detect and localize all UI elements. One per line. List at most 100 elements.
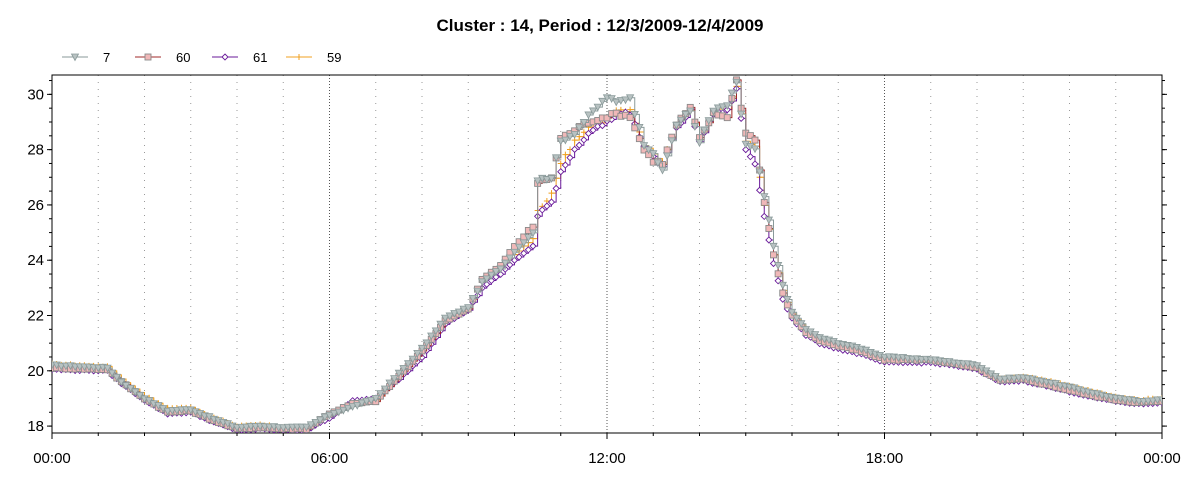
series-point-7 — [556, 137, 565, 146]
series-point-7 — [505, 254, 515, 263]
series-point-7 — [329, 410, 339, 418]
series-point-7 — [750, 145, 760, 154]
series-point-7 — [348, 403, 357, 411]
series-point-61 — [561, 161, 570, 169]
series-point-7 — [316, 416, 325, 425]
series-point-7 — [362, 397, 371, 406]
series-point-61 — [552, 184, 560, 193]
series-point-59 — [548, 190, 555, 197]
legend-marker — [296, 54, 302, 60]
series-point-7 — [598, 97, 607, 106]
series-point-7 — [635, 123, 644, 132]
series-point-7 — [385, 379, 394, 388]
series-point-7 — [440, 314, 450, 323]
series-point-7 — [769, 242, 778, 251]
legend-item-61: 61 — [212, 50, 267, 65]
series-point-7 — [339, 406, 348, 415]
series-point-7 — [797, 320, 806, 329]
series-point-7 — [547, 175, 556, 183]
series-point-7 — [172, 407, 182, 415]
series-point-7 — [468, 294, 478, 303]
series-point-7 — [325, 411, 334, 420]
series-point-7 — [551, 154, 561, 163]
series-7 — [52, 78, 1162, 433]
series-point-7 — [783, 296, 792, 304]
series-layer — [52, 76, 1162, 433]
series-point-7 — [649, 150, 658, 158]
series-point-7 — [343, 404, 353, 413]
series-point-7 — [723, 102, 732, 111]
x-tick-label: 00:00 — [1143, 450, 1181, 467]
series-point-61 — [589, 126, 597, 134]
series-point-7 — [528, 229, 538, 238]
series-point-7 — [366, 396, 376, 405]
legend-item-60: 60 — [135, 50, 190, 65]
series-point-7 — [570, 131, 579, 139]
series-point-7 — [1148, 397, 1157, 406]
series-point-7 — [760, 193, 769, 201]
series-point-7 — [672, 121, 681, 130]
series-point-7 — [496, 265, 505, 274]
series-point-7 — [380, 385, 390, 394]
series-point-7 — [103, 364, 112, 373]
series-point-7 — [306, 421, 316, 430]
series-point-7 — [334, 408, 343, 417]
series-point-7 — [376, 390, 385, 398]
series-point-60 — [603, 114, 611, 122]
series-point-7 — [676, 116, 686, 125]
x-tick-label: 00:00 — [33, 450, 71, 467]
series-point-7 — [588, 107, 598, 116]
series-point-7 — [630, 110, 639, 119]
series-point-7 — [436, 320, 445, 329]
series-point-7 — [126, 384, 135, 393]
series-point-61 — [570, 145, 579, 153]
series-point-60 — [751, 136, 759, 144]
series-point-60 — [746, 132, 754, 140]
series-point-61 — [543, 202, 551, 210]
legend-marker — [221, 53, 229, 61]
series-point-7 — [616, 97, 626, 105]
series-point-7 — [311, 418, 320, 427]
series-point-7 — [519, 239, 528, 248]
series-point-7 — [533, 177, 542, 186]
series-point-7 — [417, 344, 427, 353]
series-point-61 — [580, 136, 588, 144]
series-point-7 — [431, 327, 441, 336]
series-point-60 — [529, 223, 537, 231]
series-point-7 — [459, 305, 468, 314]
series-point-7 — [713, 104, 723, 113]
series-point-7 — [565, 132, 575, 141]
series-point-7 — [1157, 396, 1162, 405]
series-point-60 — [765, 225, 773, 232]
y-tick-label: 24 — [27, 252, 44, 269]
series-point-61 — [742, 145, 750, 154]
series-point-7 — [390, 375, 399, 383]
series-point-7 — [353, 401, 362, 410]
series-point-60 — [779, 289, 787, 297]
series-point-7 — [163, 407, 172, 416]
legend-item-7: 7 — [62, 50, 110, 65]
chart-title: Cluster : 14, Period : 12/3/2009-12/4/20… — [437, 16, 764, 35]
series-point-7 — [787, 308, 797, 317]
series-point-7 — [422, 339, 431, 348]
tick-labels: 18 20 22 24 26 28 30 00:00 06:00 12:00 18:00 00:00 — [27, 86, 1180, 467]
series-point-60 — [663, 146, 671, 154]
legend-label: 59 — [327, 50, 341, 65]
series-point-7 — [667, 137, 676, 146]
series-point-7 — [644, 146, 653, 155]
series-point-61 — [765, 236, 773, 244]
series-point-7 — [445, 312, 454, 321]
series-point-7 — [514, 243, 524, 252]
series-point-7 — [473, 287, 482, 296]
series-point-7 — [542, 176, 552, 184]
series-point-7 — [477, 278, 487, 287]
series-point-7 — [732, 78, 741, 87]
series-point-7 — [413, 349, 422, 358]
series-point-61 — [746, 152, 755, 161]
series-point-59 — [562, 151, 569, 158]
series-point-7 — [709, 107, 718, 116]
series-point-7 — [320, 413, 330, 422]
series-point-7 — [408, 355, 417, 364]
